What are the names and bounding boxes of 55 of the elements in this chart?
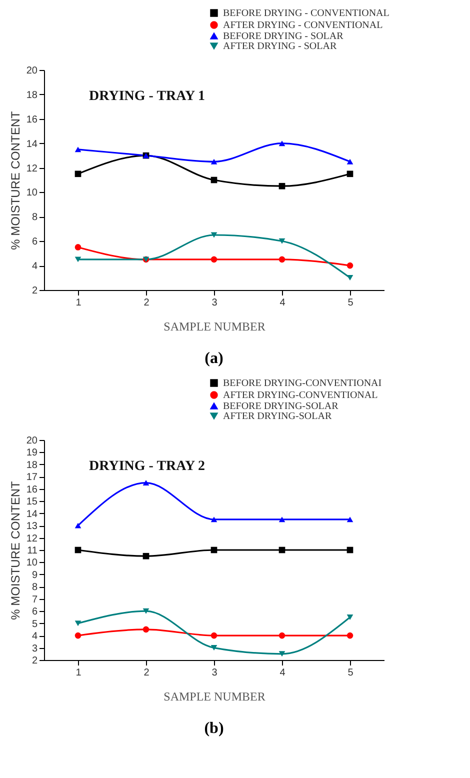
- y-tick-label: 8: [32, 582, 38, 594]
- y-tick-label: 11: [27, 546, 38, 556]
- legend-label: AFTER DRYING-CONVENTIONAL: [223, 390, 378, 401]
- y-tick-label: 9: [32, 570, 38, 581]
- y-tick-label: 8: [32, 212, 38, 224]
- text: DRYING - TRAY 2: [89, 459, 206, 474]
- legend-label: BEFORE DRYING-CONVENTIONAI: [223, 378, 382, 389]
- x-axis-title: SAMPLE NUMBER: [164, 320, 266, 334]
- y-tick-label: 6: [32, 606, 38, 618]
- y-tick-label: 19: [26, 448, 38, 459]
- y-tick-label: 15: [26, 496, 38, 508]
- legend-label: BEFORE DRYING - SOLAR: [223, 31, 344, 42]
- y-tick-label: 10: [26, 188, 38, 199]
- y-tick-label: 10: [26, 558, 38, 569]
- y-tick-label: 7: [32, 594, 38, 606]
- x-axis-title: SAMPLE NUMBER: [164, 690, 266, 704]
- text: DRYING - TRAY 1: [89, 89, 206, 104]
- x-tick-label: 3: [212, 298, 218, 308]
- x-tick-label: 2: [144, 668, 150, 678]
- x-tick-label: 5: [348, 668, 354, 678]
- y-tick-label: 12: [26, 163, 38, 174]
- y-tick-label: 14: [26, 138, 38, 150]
- y-tick-label: 2: [32, 286, 38, 296]
- legend-label: AFTER DRYING - CONVENTIONAL: [223, 20, 383, 31]
- y-tick-label: 17: [26, 472, 38, 484]
- y-axis-title: % MOISTURE CONTENT: [8, 110, 22, 250]
- x-tick-label: 3: [212, 668, 218, 678]
- y-tick-label: 2: [32, 656, 38, 666]
- y-tick-label: 18: [26, 460, 38, 471]
- y-tick-label: 18: [26, 90, 38, 101]
- text: (b): [204, 720, 224, 737]
- x-tick-label: 5: [348, 298, 354, 308]
- y-tick-label: 20: [26, 436, 38, 446]
- y-tick-label: 5: [32, 618, 38, 630]
- y-tick-label: 16: [26, 114, 38, 126]
- y-tick-label: 4: [32, 261, 38, 272]
- x-tick-label: 1: [76, 668, 82, 678]
- x-tick-label: 4: [280, 298, 286, 308]
- y-axis-title: % MOISTURE CONTENT: [8, 480, 22, 620]
- x-tick-label: 1: [76, 298, 82, 308]
- y-tick-label: 4: [32, 631, 38, 642]
- legend-label: BEFORE DRYING-SOLAR: [223, 401, 339, 412]
- y-tick-label: 20: [26, 66, 38, 76]
- legend-label: BEFORE DRYING - CONVENTIONAL: [223, 8, 390, 19]
- legend-label: AFTER DRYING - SOLAR: [223, 41, 337, 52]
- text: (a): [204, 350, 224, 367]
- legend-label: AFTER DRYING-SOLAR: [223, 411, 332, 422]
- x-tick-label: 4: [280, 668, 286, 678]
- y-tick-label: 16: [26, 484, 38, 496]
- y-tick-label: 14: [26, 508, 38, 520]
- y-tick-label: 13: [26, 521, 38, 532]
- y-tick-label: 12: [26, 533, 38, 544]
- y-tick-label: 3: [32, 643, 38, 654]
- y-tick-label: 6: [32, 236, 38, 248]
- x-tick-label: 2: [144, 298, 150, 308]
